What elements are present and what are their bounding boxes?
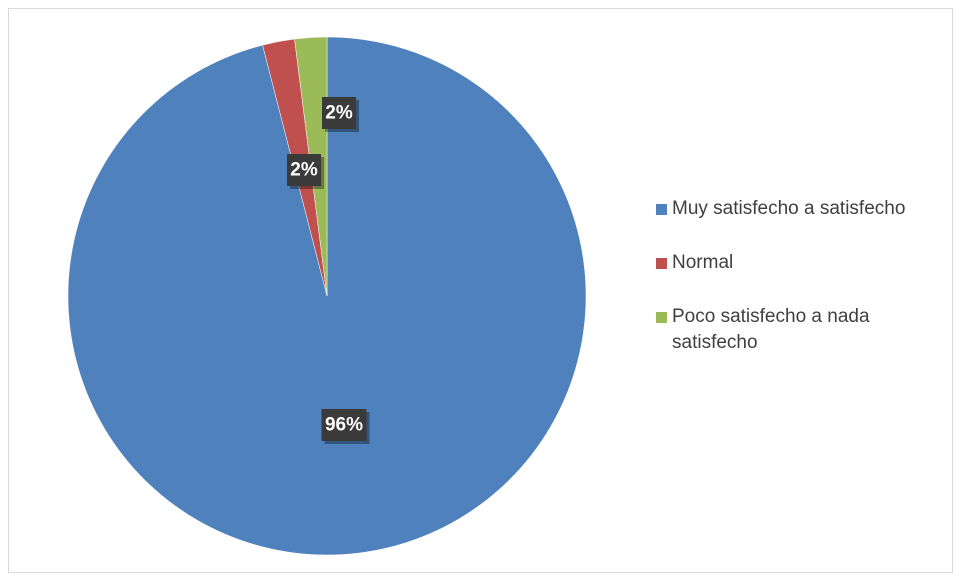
data-label-text-0: 96% [325, 415, 363, 436]
pie-slices [67, 36, 587, 556]
data-label-0: 96% [321, 409, 370, 444]
legend-label-poco-satisfecho: Poco satisfecho a nada satisfecho [672, 306, 870, 353]
legend-item-normal: Normal [656, 250, 946, 276]
data-label-box-2 [322, 97, 356, 129]
data-label-2: 2% [322, 97, 359, 132]
legend-swatch-poco-satisfecho [656, 312, 667, 323]
legend-item-poco-satisfecho: Poco satisfecho a nada satisfecho [656, 304, 946, 356]
legend-swatch-muy-satisfecho [656, 204, 667, 215]
legend-swatch-normal [656, 258, 667, 269]
legend-item-muy-satisfecho: Muy satisfecho a satisfecho [656, 196, 946, 222]
data-label-box-0 [321, 409, 367, 441]
legend-label-normal: Normal [672, 252, 734, 273]
data-label-1: 2% [287, 154, 324, 189]
data-label-box-1 [287, 154, 321, 186]
pie-data-labels: 96% 2% 2% [287, 97, 370, 444]
data-label-text-1: 2% [290, 160, 318, 181]
data-label-text-2: 2% [325, 103, 353, 124]
legend-label-muy-satisfecho: Muy satisfecho a satisfecho [672, 198, 906, 219]
chart-legend: Muy satisfecho a satisfecho Normal Poco … [656, 196, 946, 356]
